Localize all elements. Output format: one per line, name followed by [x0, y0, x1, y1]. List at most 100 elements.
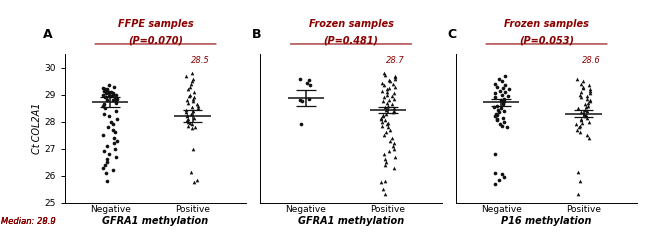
Point: [106, 90, 116, 94]
Point: [378, 187, 389, 191]
Point: [295, 98, 306, 102]
Text: FFPE samples: FFPE samples: [118, 19, 193, 29]
Point: [98, 103, 109, 107]
Point: [185, 121, 196, 125]
Point: [497, 172, 507, 176]
Point: [108, 91, 118, 95]
Point: [181, 118, 192, 122]
Point: [576, 118, 586, 122]
Point: [188, 77, 198, 81]
Point: [378, 114, 389, 118]
Point: [571, 77, 582, 81]
Point: [378, 100, 389, 103]
Point: [584, 87, 595, 91]
Point: [499, 100, 509, 103]
Text: Median: 29.0: Median: 29.0: [1, 217, 55, 226]
Point: [108, 128, 118, 132]
Point: [498, 86, 508, 90]
Point: [297, 99, 307, 103]
Point: [378, 133, 389, 137]
Point: [103, 90, 114, 94]
Point: [108, 123, 118, 126]
Point: [189, 96, 200, 100]
Point: [104, 91, 114, 95]
Point: [305, 83, 315, 87]
Point: [104, 94, 114, 98]
Point: [582, 94, 592, 98]
Point: [384, 78, 395, 82]
Point: [111, 93, 121, 97]
Point: [388, 165, 398, 169]
Point: [184, 94, 194, 98]
Point: [378, 113, 388, 117]
Point: [100, 87, 110, 91]
X-axis label: GFRA1 methylation: GFRA1 methylation: [103, 216, 209, 226]
Point: [390, 77, 400, 81]
Point: [112, 117, 122, 121]
Point: [380, 192, 391, 196]
Point: [102, 160, 112, 164]
Point: [384, 86, 394, 90]
Point: [491, 113, 502, 117]
Point: [187, 105, 198, 109]
Point: [304, 78, 315, 82]
Point: [183, 87, 193, 91]
Point: [571, 123, 581, 126]
Point: [499, 97, 510, 101]
Point: [579, 114, 590, 118]
Point: [584, 83, 595, 87]
Point: [100, 106, 110, 110]
Point: [499, 83, 510, 87]
Point: [497, 79, 507, 83]
Point: [377, 120, 387, 124]
Point: [181, 110, 191, 114]
Point: [573, 125, 584, 129]
Point: [389, 155, 400, 159]
Point: [575, 96, 586, 100]
Point: [102, 144, 112, 148]
Point: [490, 91, 501, 95]
Point: [580, 113, 591, 117]
Point: [575, 82, 586, 86]
Point: [584, 120, 594, 124]
Point: [109, 136, 119, 140]
Point: [111, 100, 121, 103]
Point: [575, 110, 586, 114]
Point: [493, 77, 504, 81]
X-axis label: GFRA1 methylation: GFRA1 methylation: [298, 216, 404, 226]
Point: [183, 124, 193, 128]
Point: [382, 90, 393, 94]
Point: [579, 102, 590, 106]
Point: [185, 93, 195, 97]
Point: [295, 77, 306, 81]
Point: [99, 163, 110, 167]
Point: [573, 106, 584, 110]
Point: [108, 98, 118, 102]
Point: [384, 79, 395, 83]
Point: [384, 149, 394, 153]
Point: [502, 125, 512, 129]
Point: [103, 90, 113, 94]
Point: [109, 97, 120, 101]
Point: [492, 118, 502, 122]
Point: [494, 178, 504, 182]
Point: [584, 100, 595, 103]
Point: [383, 125, 393, 129]
Point: [578, 85, 589, 89]
Y-axis label: Ct COL2A1: Ct COL2A1: [32, 103, 42, 154]
Point: [111, 109, 121, 113]
Point: [182, 98, 192, 102]
Point: [101, 171, 111, 175]
Point: [388, 97, 398, 101]
Point: [109, 141, 119, 145]
Point: [185, 85, 195, 89]
Point: [295, 123, 306, 126]
Point: [493, 108, 504, 112]
Point: [389, 109, 399, 113]
Point: [389, 141, 399, 145]
Point: [192, 106, 203, 110]
Point: [585, 91, 595, 95]
Point: [489, 171, 500, 175]
Point: [387, 136, 398, 140]
Point: [492, 85, 502, 89]
